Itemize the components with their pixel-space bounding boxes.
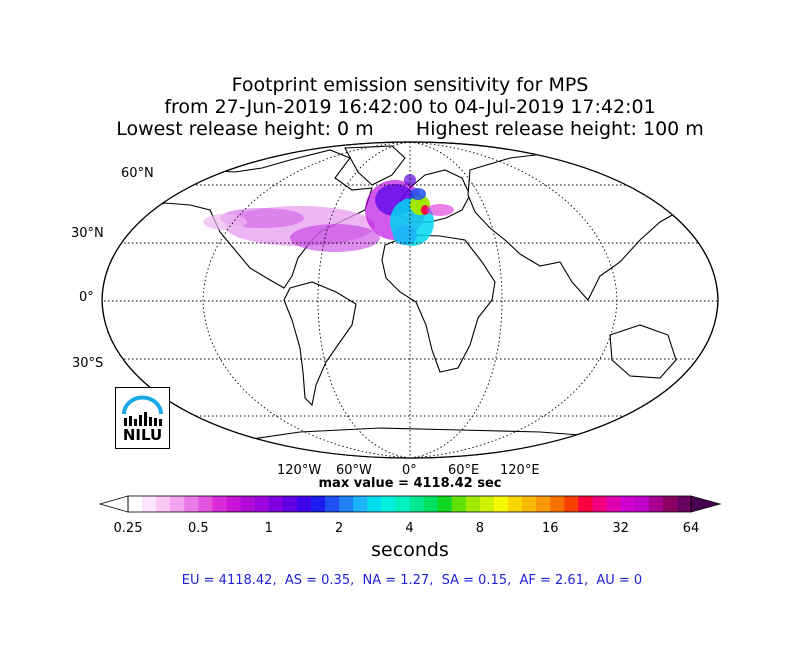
colorbar-segment xyxy=(662,496,678,512)
colorbar-segment xyxy=(423,496,439,512)
colorbar-extend-low xyxy=(98,495,129,513)
colorbar-segment xyxy=(648,496,664,512)
colorbar-segment xyxy=(508,496,523,512)
colorbar-segment xyxy=(184,496,199,512)
lat-label-30s: 30°S xyxy=(72,356,104,371)
lon-label-60e: 60°E xyxy=(448,463,480,478)
colorbar-segment xyxy=(128,496,143,512)
colorbar-segment xyxy=(592,496,608,512)
colorbar-tick-label: 0.5 xyxy=(188,521,209,536)
colorbar-segment xyxy=(282,496,298,512)
colorbar-tick-label: 2 xyxy=(334,521,344,536)
colorbar-extend-high xyxy=(690,495,722,513)
plot-title-line-1: Footprint emission sensitivity for MPS xyxy=(231,74,589,96)
colorbar-segment xyxy=(142,496,157,512)
colorbar-label: seconds xyxy=(371,539,449,561)
lon-label-0: 0° xyxy=(402,463,417,478)
colorbar-tick-label: 4 xyxy=(405,521,414,536)
nilu-logo: NILU xyxy=(115,387,170,449)
lon-label-60w: 60°W xyxy=(336,463,372,478)
colorbar xyxy=(98,495,722,513)
south-america xyxy=(283,281,357,407)
plot-title-line-2: from 27-Jun-2019 16:42:00 to 04-Jul-2019… xyxy=(164,96,656,118)
colorbar-tick-label: 32 xyxy=(612,521,629,536)
colorbar-segment xyxy=(451,496,467,512)
colorbar-segment xyxy=(268,496,284,512)
greenland xyxy=(344,145,406,186)
australia xyxy=(609,324,677,379)
colorbar-segment xyxy=(170,496,185,512)
nilu-logo-icon xyxy=(122,395,163,426)
lon-label-120e: 120°E xyxy=(500,463,540,478)
colorbar-segment xyxy=(296,496,312,512)
colorbar-segment xyxy=(381,496,396,512)
colorbar-segment xyxy=(620,496,636,512)
colorbar-tick-label: 16 xyxy=(541,521,559,536)
colorbar-segment xyxy=(198,496,213,512)
region-totals: EU = 4118.42, AS = 0.35, NA = 1.27, SA =… xyxy=(181,573,643,588)
colorbar-segment xyxy=(226,496,242,512)
colorbar-segment xyxy=(395,496,410,512)
lat-label-60n: 60°N xyxy=(121,166,154,181)
colorbar-segment xyxy=(479,496,495,512)
max-value-label: max value = 4118.42 sec xyxy=(318,476,502,491)
colorbar-segment xyxy=(254,496,270,512)
colorbar-segment xyxy=(409,496,425,512)
colorbar-segment xyxy=(325,496,340,512)
colorbar-segment xyxy=(564,496,579,512)
colorbar-segment xyxy=(465,496,481,512)
colorbar-segment xyxy=(367,496,382,512)
lat-label-30n: 30°N xyxy=(71,226,104,241)
colorbar-segment xyxy=(522,496,537,512)
colorbar-segment xyxy=(339,496,354,512)
colorbar-segment xyxy=(353,496,368,512)
colorbar-segment xyxy=(536,496,551,512)
colorbar-segment xyxy=(634,496,650,512)
lat-label-equator: 0° xyxy=(79,290,94,305)
colorbar-segment xyxy=(156,496,171,512)
colorbar-segment xyxy=(493,496,509,512)
colorbar-segment xyxy=(550,496,565,512)
graticule xyxy=(102,142,718,458)
plot-title-line-3: Lowest release height: 0 m Highest relea… xyxy=(116,118,704,140)
colorbar-segment xyxy=(437,496,453,512)
nilu-logo-text: NILU xyxy=(122,426,163,444)
colorbar-frame xyxy=(127,495,692,513)
colorbar-segment xyxy=(578,496,593,512)
lon-label-120w: 120°W xyxy=(277,463,322,478)
africa xyxy=(381,234,496,373)
colorbar-segment xyxy=(310,496,326,512)
colorbar-segment xyxy=(676,496,692,512)
colorbar-tick-label: 8 xyxy=(475,521,485,536)
colorbar-tick-label: 64 xyxy=(682,521,700,536)
colorbar-segment xyxy=(606,496,622,512)
colorbar-tick-label: 1 xyxy=(264,521,273,536)
colorbar-segment xyxy=(212,496,228,512)
colorbar-segment xyxy=(240,496,256,512)
colorbar-tick-label: 0.25 xyxy=(113,521,143,536)
